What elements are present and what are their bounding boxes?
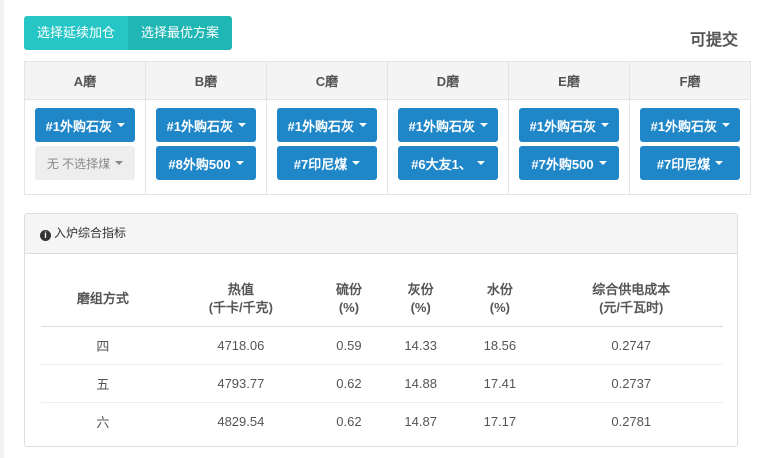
column-header: 硫份 (%) xyxy=(316,272,382,327)
mill-header: C磨 xyxy=(266,61,388,100)
indicators-table: 磨组方式 热值 (千卡/千克) 硫份 (%) 灰份 (%) 水份 (%) 综合供电成本 (元/千瓦时… xyxy=(41,272,723,440)
mill-cell: #1外购石灰 #7印尼煤 xyxy=(266,99,388,195)
mill-header: B磨 xyxy=(145,61,267,100)
mill-header: A磨 xyxy=(24,61,146,100)
header-label: 灰份 xyxy=(407,282,434,297)
table-cell: 0.2781 xyxy=(611,414,652,429)
table-row: 五 4793.77 0.62 14.88 17.41 0.2737 xyxy=(41,364,723,403)
column-header: 灰份 (%) xyxy=(381,272,461,327)
header-label: 硫份 xyxy=(335,282,362,297)
coal-select-2[interactable]: #7印尼煤 xyxy=(277,146,377,180)
table-cell: 18.56 xyxy=(460,326,540,365)
coal-select-value: #6大友1、 xyxy=(411,156,472,172)
caret-down-icon xyxy=(598,161,607,165)
header-label: 综合供电成本 xyxy=(592,282,671,297)
mill-header: D磨 xyxy=(387,61,509,100)
coal-select-1[interactable]: #1外购石灰 xyxy=(277,108,377,142)
table-row: 四 4718.06 0.59 14.33 18.56 0.2747 xyxy=(41,326,723,365)
table-cell: 六 xyxy=(96,415,110,430)
submit-status: 可提交 xyxy=(689,32,738,49)
coal-select-1[interactable]: #1外购石灰 xyxy=(640,108,740,142)
table-cell: 0.62 xyxy=(316,364,382,403)
mill-selection-table: A磨 B磨 C磨 D磨 E磨 F磨 #1外购石灰 无 不选择煤 #1外购石灰 #8外购50… xyxy=(24,61,751,195)
mill-header: F磨 xyxy=(629,61,751,100)
coal-select-1[interactable]: #1外购石灰 xyxy=(519,108,619,142)
coal-select-value: #8外购500 xyxy=(168,156,231,172)
caret-down-icon xyxy=(715,161,724,165)
info-icon: i xyxy=(40,230,51,241)
caret-down-icon xyxy=(116,123,125,127)
header-unit: (%) xyxy=(338,300,360,315)
coal-select-2[interactable]: 无 不选择煤 xyxy=(35,146,135,180)
coal-select-value: #7印尼煤 xyxy=(293,156,348,172)
table-cell: 17.41 xyxy=(460,364,540,403)
caret-down-icon xyxy=(235,161,244,165)
column-header: 综合供电成本 (元/千瓦时) xyxy=(539,272,723,327)
caret-down-icon xyxy=(721,123,730,127)
left-edge xyxy=(0,0,4,458)
header-unit: (%) xyxy=(489,300,510,315)
table-cell: 0.59 xyxy=(316,326,382,365)
coal-select-value: #7外购500 xyxy=(531,156,594,172)
column-header: 热值 (千卡/千克) xyxy=(164,272,317,327)
header-unit: (元/千瓦时) xyxy=(599,300,664,315)
caret-down-icon xyxy=(352,161,361,165)
table-cell: 4718.06 xyxy=(164,326,317,365)
mode-button-group: 选择延续加仓 选择最优方案 xyxy=(24,16,233,50)
table-cell: 17.17 xyxy=(483,414,517,429)
coal-select-value: #1外购石灰 xyxy=(287,118,354,134)
caret-down-icon xyxy=(237,123,246,127)
table-cell: 0.62 xyxy=(336,414,362,429)
continue-add-button[interactable]: 选择延续加仓 xyxy=(24,16,129,50)
mill-header: E磨 xyxy=(508,61,630,100)
coal-select-value: #1外购石灰 xyxy=(650,118,717,134)
caret-down-icon xyxy=(358,123,367,127)
caret-down-icon xyxy=(600,123,609,127)
coal-select-value: #7印尼煤 xyxy=(656,156,711,172)
mill-cell: #1外购石灰 #7外购500 xyxy=(508,99,630,195)
coal-select-2[interactable]: #7印尼煤 xyxy=(640,146,740,180)
coal-select-1[interactable]: #1外购石灰 xyxy=(398,108,498,142)
table-row: 六 4829.54 0.62 14.87 17.17 0.2781 xyxy=(41,403,723,441)
mill-cell: #1外购石灰 #7印尼煤 xyxy=(629,99,751,195)
furnace-indicators-panel: i 入炉综合指标 磨组方式 热值 (千卡/千克) 硫份 (%) 灰份 (%) 水份 (%) 综合供电… xyxy=(24,213,738,447)
coal-select-2[interactable]: #7外购500 xyxy=(519,146,619,180)
coal-select-2[interactable]: #6大友1、 xyxy=(398,146,498,180)
coal-select-1[interactable]: #1外购石灰 xyxy=(156,108,256,142)
table-cell: 14.87 xyxy=(404,414,437,429)
coal-select-2[interactable]: #8外购500 xyxy=(156,146,256,180)
header-label: 热值 xyxy=(227,282,254,297)
header-label: 磨组方式 xyxy=(76,291,129,306)
mill-cell: #1外购石灰 #8外购500 xyxy=(145,99,267,195)
mill-cell: #1外购石灰 #6大友1、 xyxy=(387,99,509,195)
caret-down-icon xyxy=(476,161,485,165)
header-unit: (千卡/千克) xyxy=(208,300,273,315)
table-cell: 14.88 xyxy=(381,364,461,403)
table-cell: 4793.77 xyxy=(164,364,317,403)
mill-cell: #1外购石灰 无 不选择煤 xyxy=(24,99,146,195)
coal-select-1[interactable]: #1外购石灰 xyxy=(35,108,135,142)
caret-down-icon xyxy=(115,161,124,165)
header-unit: (%) xyxy=(410,300,431,315)
coal-select-value: #1外购石灰 xyxy=(166,118,233,134)
coal-select-value: #1外购石灰 xyxy=(529,118,596,134)
coal-select-value: #1外购石灰 xyxy=(45,118,112,134)
table-cell: 四 xyxy=(41,326,165,365)
table-cell: 0.2747 xyxy=(539,326,723,365)
optimal-plan-button[interactable]: 选择最优方案 xyxy=(128,16,233,50)
coal-select-value: #1外购石灰 xyxy=(408,118,475,134)
header-label: 水份 xyxy=(486,282,513,297)
column-header: 水份 (%) xyxy=(460,272,540,327)
column-header: 磨组方式 xyxy=(41,272,165,327)
coal-select-value: 无 不选择煤 xyxy=(46,156,111,171)
table-cell: 14.33 xyxy=(381,326,461,365)
table-cell: 0.2737 xyxy=(539,364,723,403)
table-cell: 五 xyxy=(41,364,165,403)
panel-header: i 入炉综合指标 xyxy=(25,214,737,254)
table-cell: 4829.54 xyxy=(217,414,265,429)
caret-down-icon xyxy=(479,123,488,127)
panel-title: 入炉综合指标 xyxy=(54,226,127,240)
